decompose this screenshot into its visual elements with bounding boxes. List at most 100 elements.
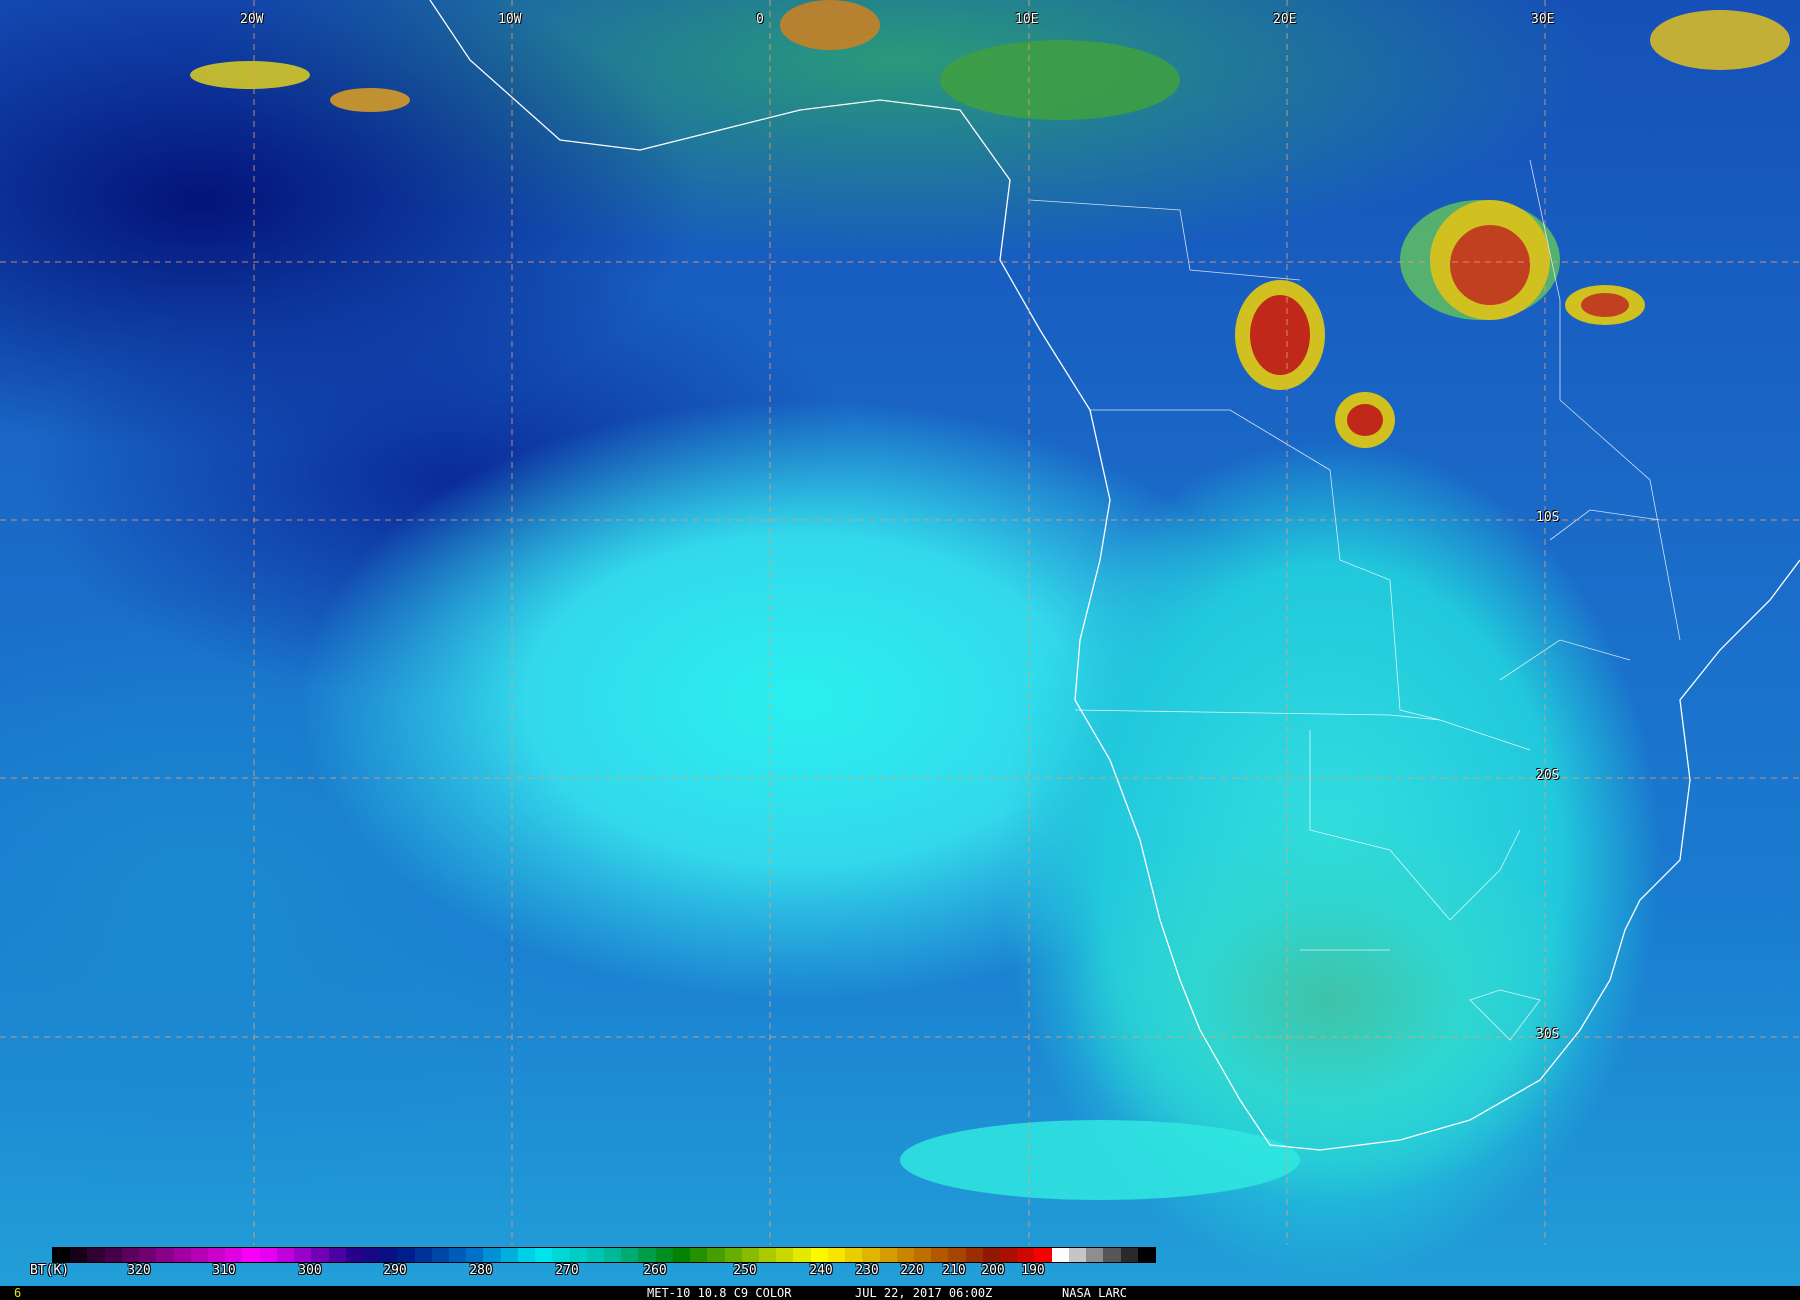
colorbar-swatch (1034, 1248, 1052, 1262)
colorbar-swatch (517, 1248, 536, 1262)
frame-number: 6 (14, 1286, 22, 1300)
colorbar-swatch (1120, 1248, 1138, 1262)
colorbar-swatch (707, 1248, 725, 1262)
colorbar-swatch (1086, 1248, 1104, 1262)
colorbar-swatch (276, 1248, 295, 1262)
colorbar-swatch (1000, 1248, 1018, 1262)
colorbar-swatch (638, 1248, 656, 1262)
colorbar-swatch (776, 1248, 794, 1262)
colorbar-swatch (758, 1248, 777, 1262)
colorbar-swatch (466, 1248, 484, 1262)
longitude-label: 10E (1015, 12, 1039, 27)
latitude-label: 30S (1536, 1027, 1560, 1042)
country-borders (1029, 159, 1681, 1041)
colorbar-swatch (724, 1248, 742, 1262)
colorbar-swatch (242, 1248, 260, 1262)
colorbar-swatch (397, 1248, 415, 1262)
image-datetime: JUL 22, 2017 06:00Z (855, 1286, 993, 1300)
colorbar-swatch (982, 1248, 1001, 1262)
colorbar-tick-label: 310 (212, 1263, 236, 1278)
colorbar-swatch (741, 1248, 759, 1262)
colorbar-swatch (931, 1248, 949, 1262)
colorbar-swatch (225, 1248, 243, 1262)
colorbar-tick-label: 300 (298, 1263, 322, 1278)
colorbar-tick-label: 190 (1021, 1263, 1045, 1278)
colorbar-swatch (87, 1248, 105, 1262)
colorbar-swatch (449, 1248, 467, 1262)
colorbar-swatch (845, 1248, 863, 1262)
colorbar-tick-label: 280 (469, 1263, 493, 1278)
longitude-label: 20E (1273, 12, 1297, 27)
colorbar (52, 1247, 1156, 1263)
colorbar-swatch (1051, 1248, 1069, 1262)
longitude-label: 0 (756, 12, 764, 27)
colorbar-swatch (810, 1248, 828, 1262)
cloud-patches (190, 0, 1790, 1200)
colorbar-swatch (259, 1248, 277, 1262)
colorbar-swatch (190, 1248, 208, 1262)
colorbar-swatch (862, 1248, 880, 1262)
colorbar-swatch (690, 1248, 708, 1262)
colorbar-swatch (621, 1248, 639, 1262)
longitude-label: 20W (240, 12, 264, 27)
colorbar-tick-label: 200 (981, 1263, 1005, 1278)
colorbar-tick-label: 240 (809, 1263, 833, 1278)
colorbar-swatch (156, 1248, 174, 1262)
colorbar-swatch (483, 1248, 501, 1262)
colorbar-swatch (879, 1248, 897, 1262)
colorbar-swatch (173, 1248, 191, 1262)
colorbar-swatch (414, 1248, 432, 1262)
colorbar-swatch (294, 1248, 312, 1262)
colorbar-swatch (53, 1248, 71, 1262)
colorbar-swatch (655, 1248, 673, 1262)
colorbar-swatch (569, 1248, 587, 1262)
colorbar-swatch (1017, 1248, 1035, 1262)
deep-convection-cells (1235, 200, 1645, 448)
colorbar-swatch (827, 1248, 846, 1262)
latitude-label: 10S (1536, 510, 1560, 525)
colorbar-swatch (793, 1248, 811, 1262)
colorbar-swatch (672, 1248, 691, 1262)
colorbar-swatch (948, 1248, 966, 1262)
colorbar-swatch (552, 1248, 570, 1262)
colorbar-swatch (913, 1248, 932, 1262)
colorbar-tick-label: 230 (855, 1263, 879, 1278)
latitude-label: 20S (1536, 768, 1560, 783)
longitude-label: 10W (498, 12, 522, 27)
colorbar-swatch (535, 1248, 553, 1262)
colorbar-swatch (500, 1248, 518, 1262)
colorbar-swatch (345, 1248, 363, 1262)
colorbar-swatch (121, 1248, 140, 1262)
lat-lon-grid (0, 0, 1800, 1245)
colorbar-swatch (311, 1248, 329, 1262)
product-name: MET-10 10.8 C9 COLOR (647, 1286, 792, 1300)
colorbar-swatch (380, 1248, 398, 1262)
credit: NASA LARC (1062, 1286, 1128, 1300)
colorbar-swatch (965, 1248, 983, 1262)
colorbar-swatch (586, 1248, 604, 1262)
colorbar-swatch (1068, 1248, 1087, 1262)
colorbar-swatch (104, 1248, 122, 1262)
colorbar-swatch (1103, 1248, 1121, 1262)
africa-coastline (429, 0, 1800, 1151)
colorbar-tick-label: 250 (733, 1263, 757, 1278)
colorbar-tick-label: 220 (900, 1263, 924, 1278)
colorbar-swatch (362, 1248, 381, 1262)
colorbar-tick-label: 320 (127, 1263, 151, 1278)
colorbar-swatch (431, 1248, 450, 1262)
colorbar-swatch (1137, 1248, 1155, 1262)
colorbar-tick-label: 270 (555, 1263, 579, 1278)
colorbar-tick-label: 210 (942, 1263, 966, 1278)
colorbar-swatch (207, 1248, 226, 1262)
colorbar-swatch (604, 1248, 622, 1262)
colorbar-swatch (70, 1248, 88, 1262)
colorbar-swatch (896, 1248, 914, 1262)
colorbar-swatch (328, 1248, 346, 1262)
colorbar-unit-label: BT(K) (30, 1263, 70, 1278)
footer-bar: 6 MET-10 10.8 C9 COLOR JUL 22, 2017 06:0… (0, 1286, 1800, 1300)
longitude-label: 30E (1531, 12, 1555, 27)
colorbar-swatch (139, 1248, 157, 1262)
colorbar-tick-label: 290 (383, 1263, 407, 1278)
